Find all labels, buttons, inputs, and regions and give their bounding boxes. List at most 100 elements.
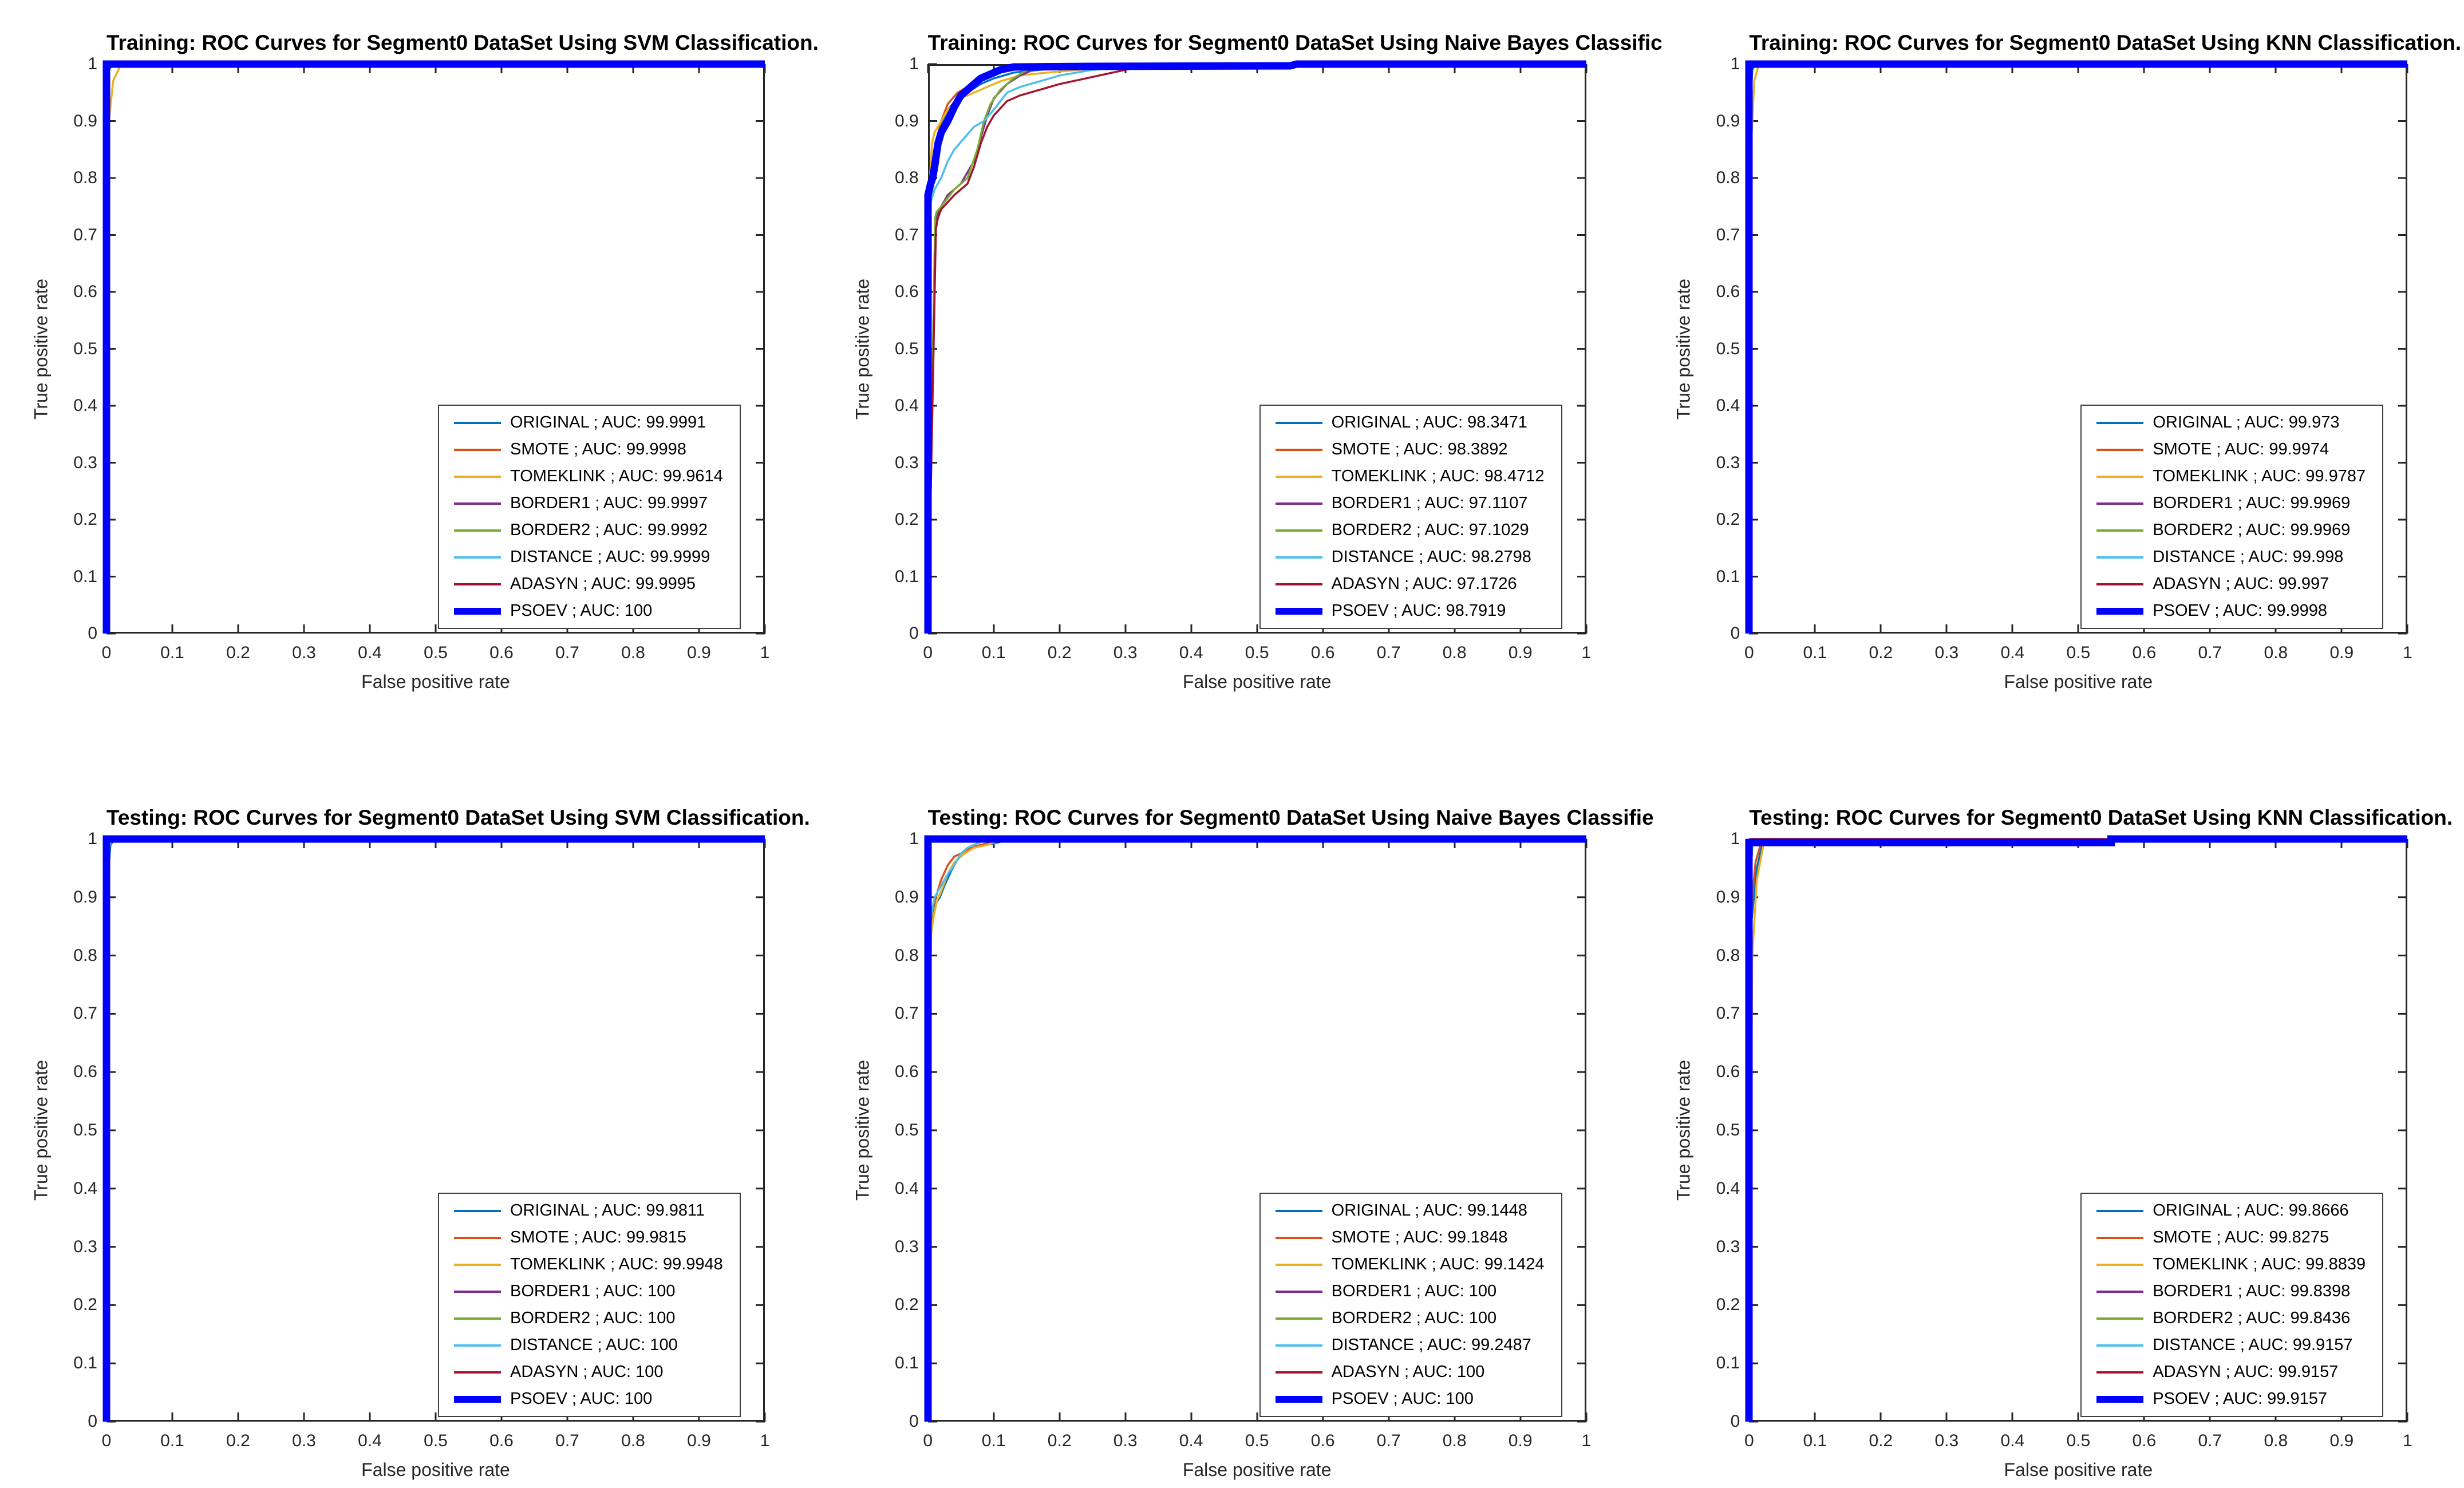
x-tick-label: 0.3 — [292, 643, 316, 662]
legend-label: SMOTE ; AUC: 99.8275 — [2153, 1228, 2329, 1246]
x-tick-label: 0.7 — [2198, 1431, 2222, 1450]
legend-entry-psoev: PSOEV ; AUC: 100 — [439, 597, 740, 624]
legend-entry-original: ORIGINAL ; AUC: 99.1448 — [1261, 1197, 1561, 1224]
legend-line-sample — [2096, 1395, 2144, 1403]
y-tick-label: 0.2 — [1716, 510, 1740, 529]
legend-entry-border1: BORDER1 ; AUC: 99.9997 — [439, 490, 740, 517]
x-tick-label: 0.8 — [621, 1431, 645, 1450]
legend-entry-border2: BORDER2 ; AUC: 99.9992 — [439, 517, 740, 544]
legend-train-knn: ORIGINAL ; AUC: 99.973 SMOTE ; AUC: 99.99… — [2080, 405, 2384, 629]
legend-line-sample — [1275, 1263, 1322, 1266]
legend-label: SMOTE ; AUC: 99.9998 — [510, 440, 686, 458]
x-tick-label: 0.9 — [2329, 1431, 2354, 1450]
legend-entry-psoev: PSOEV ; AUC: 99.9998 — [2082, 597, 2382, 624]
y-tick-label: 0.7 — [1716, 1004, 1740, 1023]
legend-label: ORIGINAL ; AUC: 98.3471 — [1331, 413, 1527, 432]
legend-line-sample — [454, 1344, 501, 1347]
legend-line-sample — [2096, 421, 2144, 424]
panel-test-svm: Testing: ROC Curves for Segment0 DataSet… — [0, 744, 821, 1488]
legend-line-sample — [454, 556, 501, 559]
legend-entry-smote: SMOTE ; AUC: 99.9815 — [439, 1224, 740, 1251]
legend-label: TOMEKLINK ; AUC: 98.4712 — [1331, 467, 1545, 485]
x-tick-label: 0.6 — [2132, 643, 2157, 662]
y-tick-label: 0.9 — [1716, 887, 1740, 907]
legend-line-sample — [1275, 448, 1322, 451]
legend-entry-adasyn: ADASYN ; AUC: 97.1726 — [1261, 571, 1561, 597]
roc-plot-svg-train-naive-bayes — [924, 60, 1588, 635]
legend-line-sample — [454, 475, 501, 478]
legend-label: PSOEV ; AUC: 99.9998 — [2153, 601, 2327, 620]
y-tick-label: 0.4 — [73, 396, 97, 415]
legend-label: PSOEV ; AUC: 99.9157 — [2153, 1390, 2327, 1408]
legend-entry-distance: DISTANCE ; AUC: 99.9157 — [2082, 1332, 2382, 1359]
legend-entry-adasyn: ADASYN ; AUC: 99.9995 — [439, 571, 740, 597]
roc-curve-psoev — [102, 835, 765, 1422]
y-tick-label: 0.8 — [73, 168, 97, 187]
legend-line-sample — [2096, 1236, 2144, 1239]
y-tick-label: 0 — [88, 1412, 97, 1431]
y-tick-label: 0.7 — [894, 225, 919, 244]
legend-label: ADASYN ; AUC: 97.1726 — [1331, 575, 1517, 593]
legend-label: TOMEKLINK ; AUC: 99.9948 — [510, 1255, 723, 1273]
y-tick-label: 0.8 — [894, 168, 919, 187]
y-tick-label: 0.1 — [73, 567, 97, 586]
legend-line-sample — [2096, 1317, 2144, 1320]
legend-label: BORDER2 ; AUC: 99.9992 — [510, 521, 708, 539]
x-tick-label: 0.7 — [2198, 643, 2222, 662]
x-tick-label: 0.9 — [687, 1431, 711, 1450]
y-tick-label: 0.5 — [1716, 339, 1740, 358]
legend-line-sample — [1275, 502, 1322, 505]
y-tick-label: 0 — [1730, 1412, 1740, 1431]
legend-line-sample — [1275, 583, 1322, 585]
legend-entry-psoev: PSOEV ; AUC: 100 — [439, 1386, 740, 1412]
legend-entry-smote: SMOTE ; AUC: 99.1848 — [1261, 1224, 1561, 1251]
x-tick-label: 0.4 — [2000, 643, 2025, 662]
legend-label: ADASYN ; AUC: 100 — [1331, 1363, 1485, 1381]
legend-label: ORIGINAL ; AUC: 99.9811 — [510, 1201, 705, 1220]
y-tick-label: 0.5 — [1716, 1121, 1740, 1139]
legend-entry-psoev: PSOEV ; AUC: 98.7919 — [1261, 597, 1561, 624]
y-tick-label: 0.6 — [73, 282, 97, 301]
y-tick-label: 0.8 — [73, 945, 97, 965]
x-tick-label: 0 — [923, 1431, 933, 1450]
y-tick-label: 0.3 — [894, 453, 919, 472]
legend-label: DISTANCE ; AUC: 99.9999 — [510, 548, 710, 566]
legend-label: SMOTE ; AUC: 99.9815 — [510, 1228, 686, 1246]
legend-entry-smote: SMOTE ; AUC: 98.3892 — [1261, 436, 1561, 463]
legend-line-sample — [2096, 1290, 2144, 1293]
legend-label: DISTANCE ; AUC: 99.998 — [2153, 548, 2344, 566]
y-tick-label: 0.4 — [1716, 396, 1740, 415]
legend-label: BORDER1 ; AUC: 99.9997 — [510, 494, 708, 512]
x-tick-label: 0.3 — [1113, 643, 1138, 662]
x-tick-label: 0.1 — [160, 1431, 184, 1450]
y-tick-label: 0.5 — [73, 1121, 97, 1139]
y-tick-label: 0.6 — [73, 1062, 97, 1082]
legend-label: TOMEKLINK ; AUC: 99.9787 — [2153, 467, 2366, 485]
x-tick-label: 1 — [1581, 643, 1591, 662]
legend-entry-border2: BORDER2 ; AUC: 100 — [1261, 1305, 1561, 1332]
legend-label: BORDER2 ; AUC: 99.8436 — [2153, 1309, 2351, 1327]
plot-title-train-svm: Training: ROC Curves for Segment0 DataSe… — [106, 31, 819, 54]
y-tick-label: 1 — [909, 829, 919, 848]
legend-entry-distance: DISTANCE ; AUC: 98.2798 — [1261, 544, 1561, 571]
y-tick-label: 0.3 — [73, 453, 97, 472]
legend-label: DISTANCE ; AUC: 99.2487 — [1331, 1336, 1531, 1354]
legend-entry-original: ORIGINAL ; AUC: 99.9991 — [439, 409, 740, 436]
x-tick-label: 0 — [101, 643, 112, 662]
y-tick-label: 0 — [909, 624, 919, 643]
legend-label: TOMEKLINK ; AUC: 99.9614 — [510, 467, 723, 485]
x-axis-label-test-svm: False positive rate — [361, 1459, 510, 1480]
panel-train-svm: Training: ROC Curves for Segment0 DataSe… — [0, 0, 821, 744]
x-tick-label: 0.2 — [1869, 643, 1893, 662]
x-tick-label: 0.1 — [981, 1431, 1006, 1450]
x-tick-label: 0.2 — [1047, 643, 1072, 662]
legend-label: ADASYN ; AUC: 100 — [510, 1363, 664, 1381]
legend-label: DISTANCE ; AUC: 100 — [510, 1336, 678, 1354]
x-tick-label: 0.4 — [1179, 1431, 1203, 1450]
x-tick-label: 0.1 — [1803, 1431, 1827, 1450]
legend-label: ADASYN ; AUC: 99.9995 — [510, 575, 696, 593]
x-tick-label: 0.5 — [424, 643, 448, 662]
legend-line-sample — [2096, 1344, 2144, 1347]
x-tick-label: 0.8 — [1442, 643, 1467, 662]
